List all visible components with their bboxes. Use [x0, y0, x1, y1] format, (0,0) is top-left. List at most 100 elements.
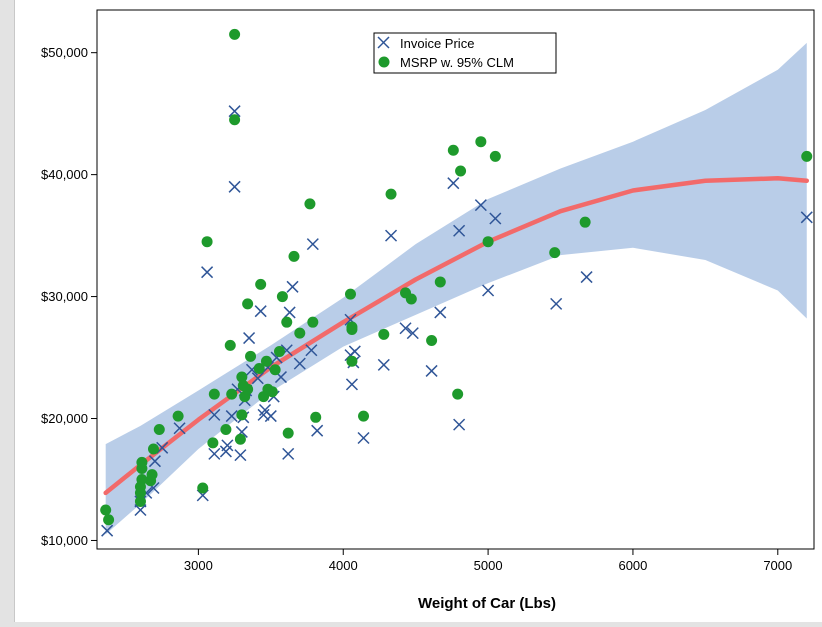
- invoice-price-point: [208, 408, 221, 421]
- msrp-point: [134, 495, 146, 507]
- invoice-price-point: [228, 105, 241, 118]
- chart-frame: 3000 4000 5000 6000 7000 $10,000 $20,000 $30,00…: [14, 0, 822, 622]
- x-axis-label: Weight of Car (Lbs): [418, 595, 556, 612]
- x-tick-label: 3000: [184, 558, 213, 573]
- msrp-point: [236, 371, 248, 383]
- msrp-point: [103, 514, 115, 526]
- msrp-point: [147, 443, 159, 455]
- invoice-price-point: [156, 441, 169, 454]
- fit-curve: [103, 176, 810, 496]
- y-tick-label: $20,000: [41, 411, 88, 426]
- invoice-price-point: [385, 229, 398, 242]
- msrp-point: [136, 456, 148, 468]
- fit-curve-layer: [103, 176, 810, 496]
- invoice-price-point: [306, 238, 319, 251]
- invoice-price-point: [208, 447, 221, 460]
- confidence-band: [105, 42, 807, 535]
- msrp-point: [197, 482, 209, 494]
- msrp-point: [447, 144, 459, 156]
- invoice-price-point: [148, 455, 161, 468]
- msrp-point: [207, 437, 219, 449]
- msrp-point: [245, 350, 257, 362]
- msrp-point: [229, 28, 241, 40]
- y-tick-label: $10,000: [41, 533, 88, 548]
- points-layer: [100, 28, 813, 537]
- invoice-price-point: [282, 447, 295, 460]
- msrp-point: [236, 409, 248, 421]
- msrp-point: [269, 364, 281, 376]
- msrp-point: [281, 316, 293, 328]
- msrp-point: [307, 316, 319, 328]
- invoice-price-point: [264, 410, 277, 423]
- msrp-point: [549, 247, 561, 259]
- axes-layer: [96, 9, 815, 550]
- invoice-price-point: [580, 271, 593, 284]
- invoice-price-point: [201, 266, 214, 279]
- invoice-price-point: [453, 224, 466, 237]
- scatter-chart: 3000 4000 5000 6000 7000 $10,000 $20,000 $30,00…: [41, 9, 815, 612]
- msrp-point: [405, 293, 417, 305]
- x-tick-label: 4000: [329, 558, 358, 573]
- legend: Invoice Price MSRP w. 95% CLM: [373, 32, 557, 74]
- invoice-price-point: [134, 503, 147, 517]
- invoice-price-point: [311, 424, 324, 437]
- x-tick-label: 5000: [474, 558, 503, 573]
- invoice-price-point: [286, 280, 299, 293]
- invoice-price-point: [221, 439, 234, 452]
- msrp-point: [346, 355, 358, 367]
- invoice-price-point: [550, 297, 563, 310]
- msrp-point: [358, 410, 370, 422]
- msrp-point: [344, 288, 356, 300]
- legend-label-invoice-price: Invoice Price: [400, 36, 474, 51]
- msrp-point: [242, 298, 254, 310]
- legend-box: [373, 32, 557, 74]
- msrp-point: [434, 276, 446, 288]
- msrp-point: [452, 388, 464, 400]
- msrp-point: [266, 386, 278, 398]
- msrp-point: [489, 150, 501, 162]
- x-tick-label: 7000: [763, 558, 792, 573]
- msrp-point: [288, 250, 300, 262]
- msrp-point: [201, 236, 213, 248]
- invoice-price-point: [447, 177, 460, 190]
- msrp-point: [226, 388, 238, 400]
- invoice-price-point: [357, 431, 370, 445]
- msrp-point: [229, 114, 241, 126]
- invoice-price-point: [377, 358, 390, 371]
- msrp-point: [146, 469, 158, 481]
- invoice-price-point: [293, 357, 306, 370]
- msrp-point: [385, 188, 397, 200]
- invoice-price-point: [243, 332, 256, 345]
- invoice-price-point: [489, 212, 502, 225]
- msrp-point: [234, 433, 246, 445]
- ticks-layer: 3000 4000 5000 6000 7000 $10,000 $20,000 $30,00…: [41, 45, 792, 573]
- invoice-price-point: [348, 345, 361, 358]
- msrp-point: [242, 383, 254, 395]
- x-tick-label: 6000: [618, 558, 647, 573]
- invoice-price-point: [283, 306, 296, 319]
- invoice-price-point: [173, 422, 186, 435]
- msrp-point: [801, 150, 813, 162]
- invoice-price-point: [254, 305, 267, 318]
- invoice-price-point: [474, 199, 487, 212]
- y-tick-label: $40,000: [41, 167, 88, 182]
- msrp-point: [255, 278, 267, 290]
- invoice-price-point: [406, 327, 419, 340]
- msrp-point: [426, 334, 438, 346]
- invoice-price-point: [800, 211, 813, 224]
- msrp-point: [282, 427, 294, 439]
- msrp-point: [136, 473, 148, 485]
- msrp-point: [482, 236, 494, 248]
- invoice-price-point: [345, 378, 358, 391]
- invoice-price-point: [225, 410, 238, 423]
- msrp-point: [224, 339, 236, 351]
- invoice-price-point: [251, 372, 264, 385]
- invoice-price-point: [434, 306, 447, 319]
- legend-label-msrp: MSRP w. 95% CLM: [400, 55, 514, 70]
- invoice-price-point: [234, 449, 247, 462]
- y-tick-label: $50,000: [41, 45, 88, 60]
- legend-x-marker-icon: [377, 36, 390, 49]
- msrp-point: [579, 216, 591, 228]
- invoice-price-point: [228, 180, 241, 193]
- msrp-point: [455, 165, 467, 177]
